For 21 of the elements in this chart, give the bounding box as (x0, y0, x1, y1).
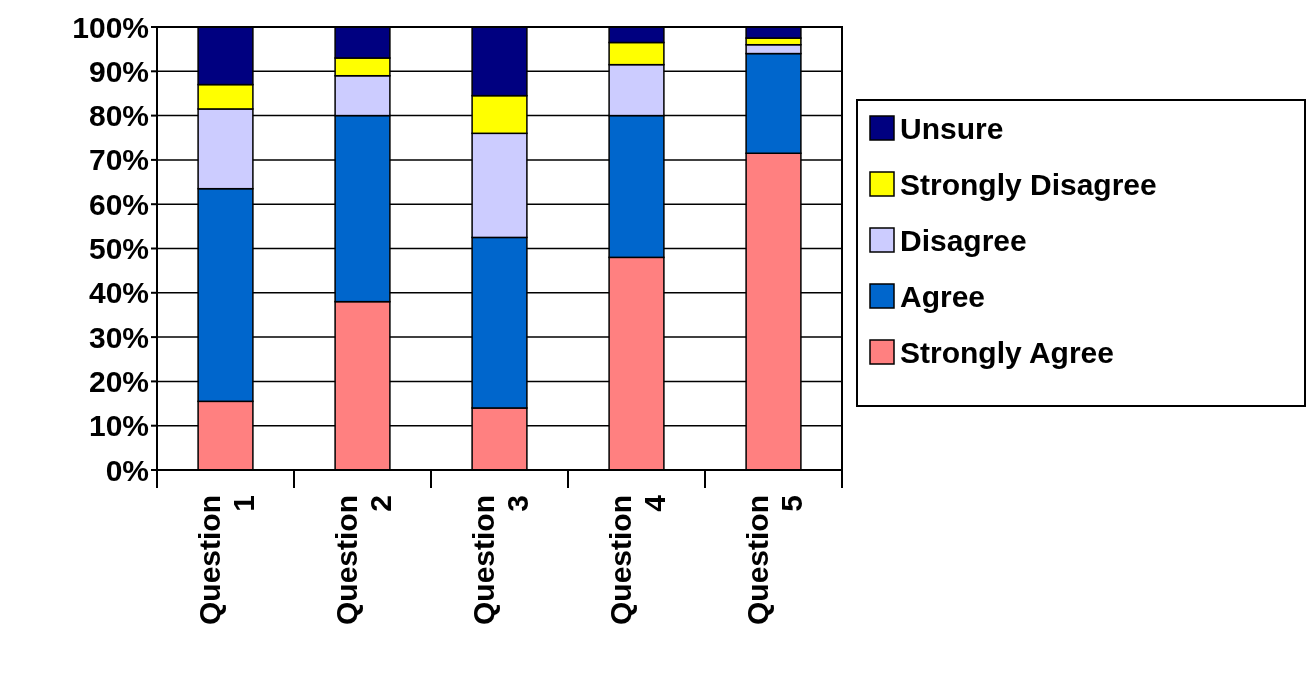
y-tick-label: 90% (88, 54, 149, 88)
x-tick-label: Question 3 (466, 495, 534, 626)
legend-label: Strongly Disagree (900, 167, 1157, 201)
y-tick-label: 0% (105, 453, 149, 487)
y-tick-label: 20% (88, 364, 149, 398)
y-tick-label: 100% (72, 10, 149, 44)
legend-label: Unsure (900, 111, 1004, 145)
y-tick-label: 10% (88, 409, 149, 443)
x-tick-label: Question 4 (603, 494, 671, 626)
x-tick-label: Question 1 (192, 495, 260, 626)
y-tick-label: 70% (88, 143, 149, 177)
y-tick-label: 30% (88, 320, 149, 354)
y-tick-label: 50% (88, 232, 149, 265)
y-tick-label: 60% (88, 187, 149, 221)
y-tick-label: 40% (88, 276, 149, 310)
legend-label: Disagree (900, 223, 1027, 257)
legend-label: Agree (900, 279, 986, 313)
y-tick-label: 80% (88, 99, 149, 133)
x-tick-label: Question 5 (740, 495, 808, 626)
legend-label: Strongly Agree (900, 335, 1114, 369)
x-tick-label: Question 2 (329, 495, 397, 626)
